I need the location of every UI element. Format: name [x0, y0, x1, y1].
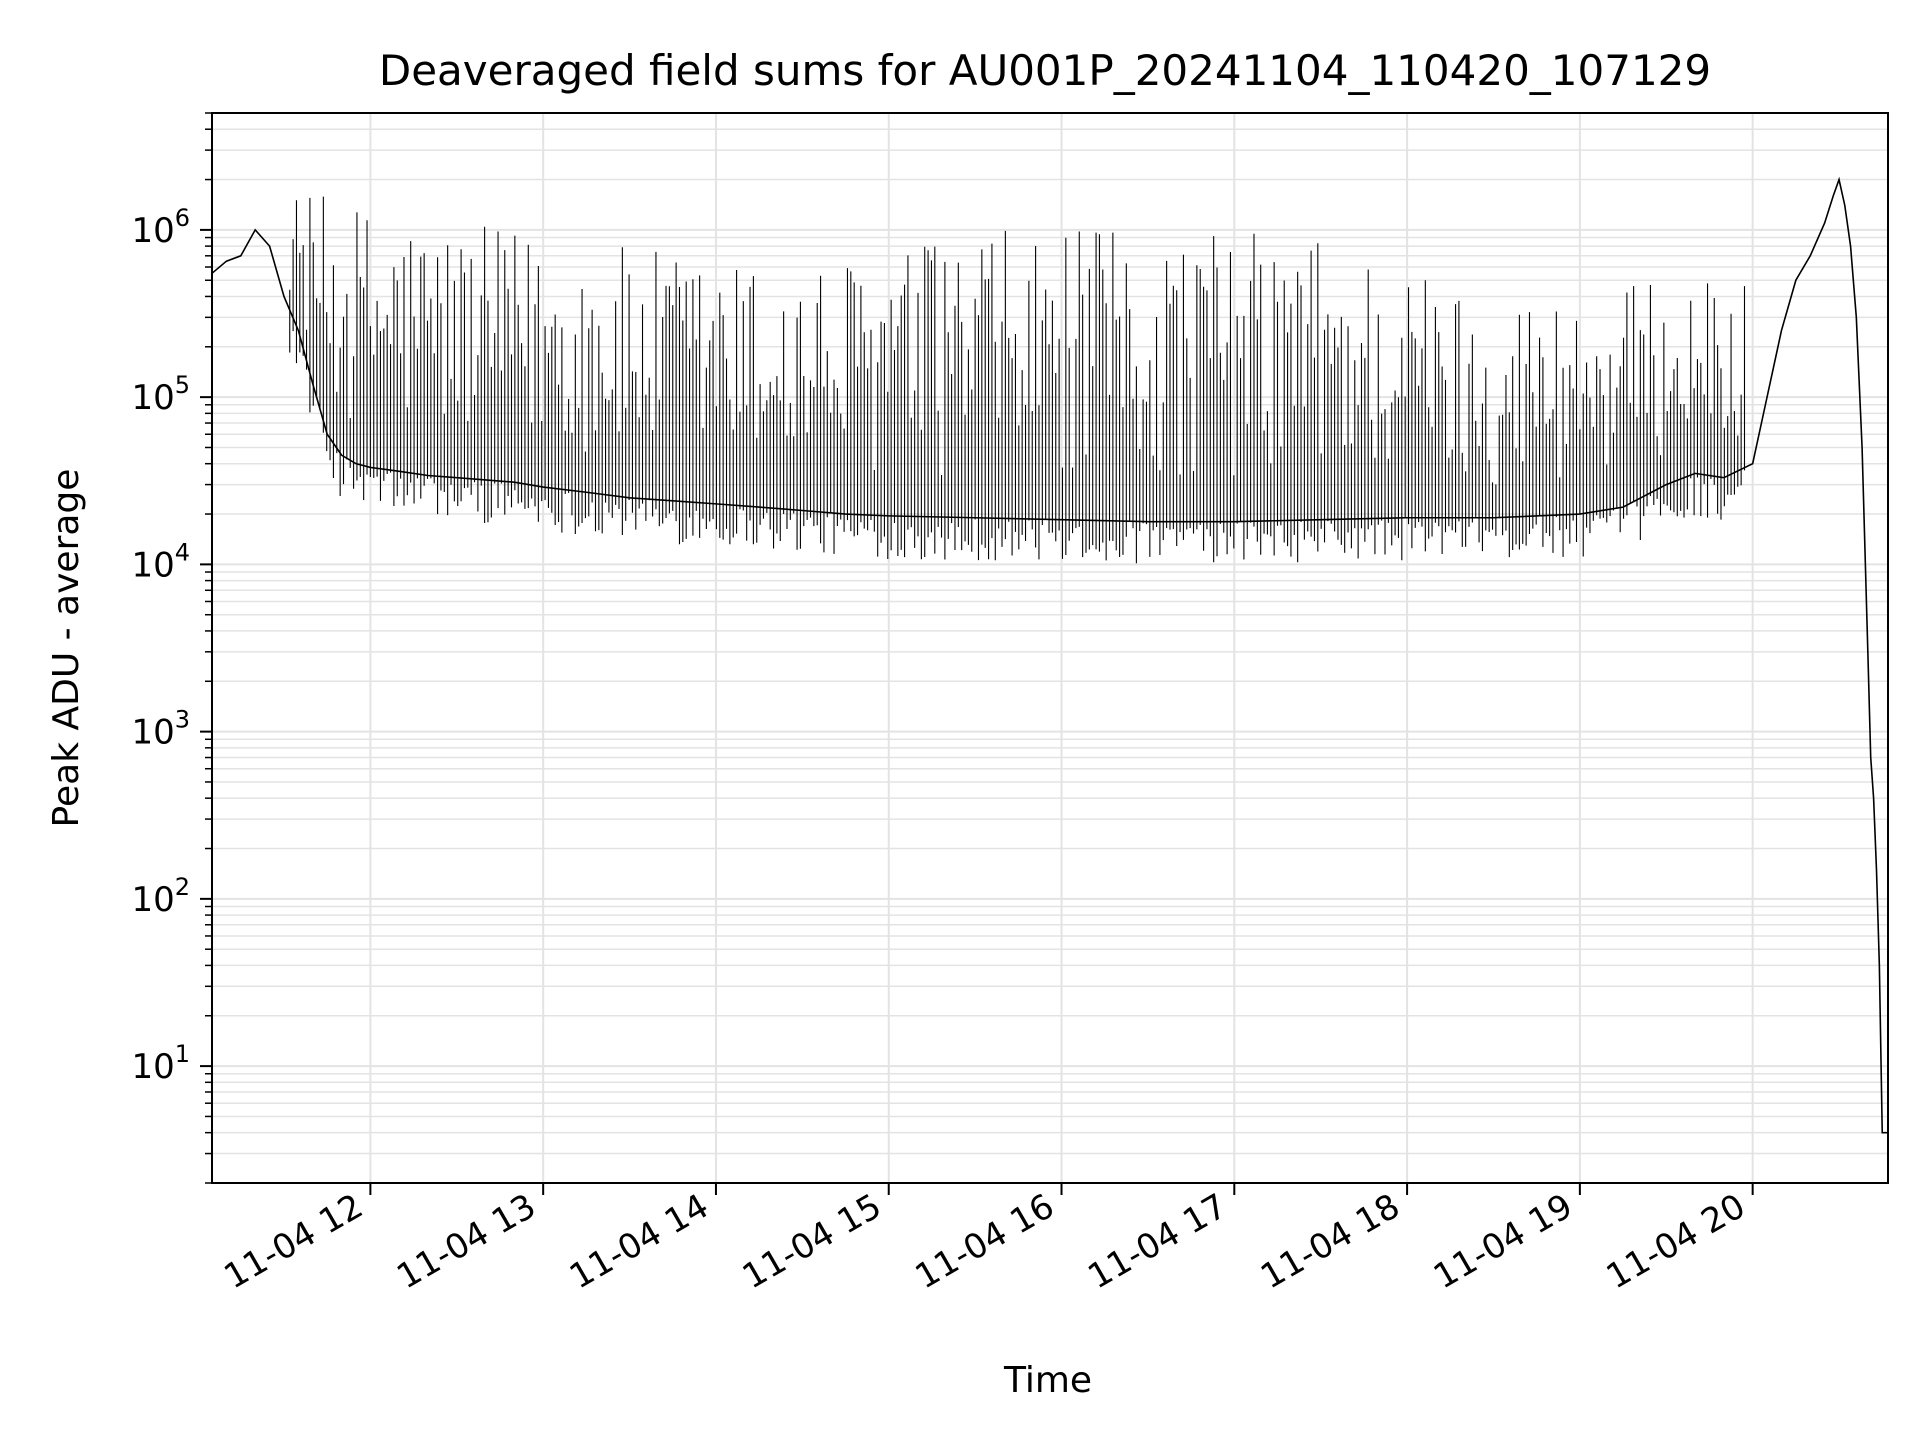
y-tick-label: 101 — [131, 1040, 190, 1087]
x-tick-label: 11-04 17 — [1081, 1186, 1233, 1297]
x-axis-label: Time — [1003, 1360, 1092, 1401]
title-group: Deaveraged field sums for AU001P_2024110… — [379, 46, 1711, 95]
x-tick-label: 11-04 12 — [217, 1186, 369, 1297]
x-tick-label: 11-04 20 — [1600, 1186, 1752, 1297]
y-tick-label: 104 — [131, 538, 190, 585]
plot-background — [212, 113, 1888, 1183]
grid — [212, 112, 1888, 1184]
x-tick-label: 11-04 18 — [1254, 1186, 1406, 1297]
y-axis-label: Peak ADU - average — [46, 469, 87, 828]
y-tick-label: 103 — [131, 706, 190, 753]
series-group — [211, 176, 1888, 1134]
x-tick-label: 11-04 14 — [563, 1186, 715, 1297]
chart-title: Deaveraged field sums for AU001P_2024110… — [379, 46, 1711, 95]
y-tick-label: 105 — [131, 371, 190, 418]
plot-frame — [211, 112, 1889, 1184]
y-tick-label: 102 — [131, 873, 190, 920]
x-tick-label: 11-04 13 — [390, 1186, 542, 1297]
x-tick-label: 11-04 19 — [1427, 1186, 1579, 1297]
x-axis: 11-04 12 11-04 13 11-04 14 11-04 15 11-04 16… — [217, 1183, 1754, 1297]
y-tick-label: 106 — [131, 204, 190, 251]
y-axis: 101 102 103 104 105 106 — [131, 112, 212, 1184]
plot-area — [211, 112, 1889, 1184]
x-tick-label: 11-04 15 — [736, 1186, 888, 1297]
x-tick-label: 11-04 16 — [909, 1186, 1061, 1297]
